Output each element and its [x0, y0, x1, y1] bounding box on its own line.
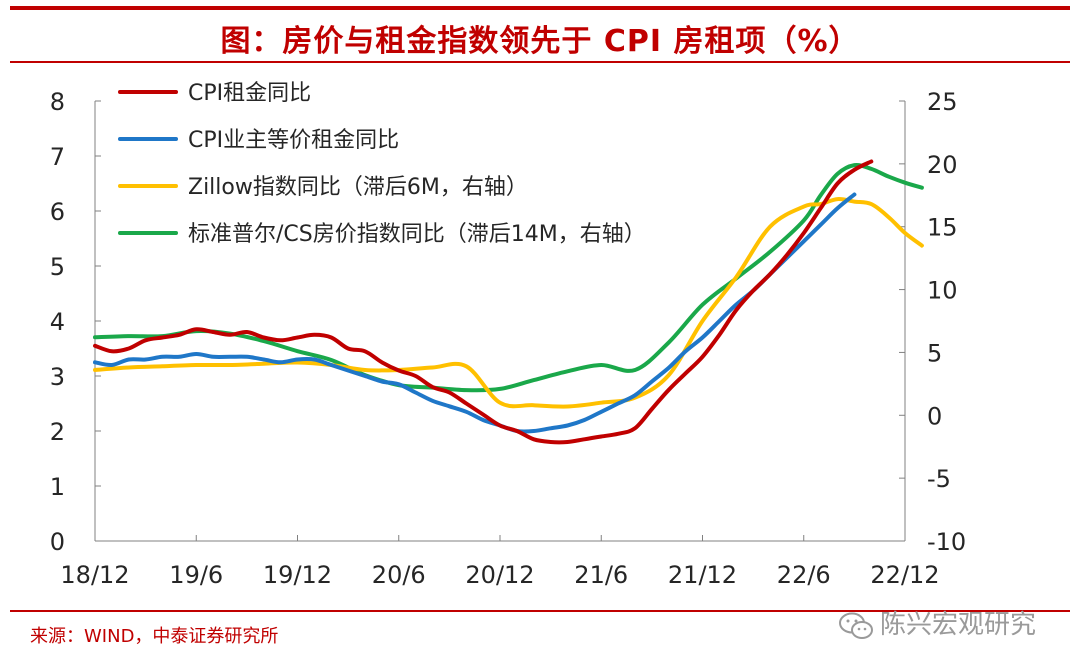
legend-label-1: CPI业主等价租金同比 [188, 128, 399, 153]
series-line-3 [93, 162, 924, 393]
right-tick-label: -5 [927, 465, 951, 493]
right-tick-label: 5 [927, 339, 942, 367]
x-tick-label: 20/6 [372, 561, 426, 589]
title-underline [10, 61, 1070, 63]
right-tick-label: -10 [927, 528, 966, 556]
x-tick-label: 21/12 [668, 561, 737, 589]
x-tick-label: 21/6 [574, 561, 628, 589]
chart-title: 图：房价与租金指数领先于 CPI 房租项（%） [220, 24, 860, 59]
watermark-label: 陈兴宏观研究 [880, 610, 1037, 640]
left-tick-label: 3 [50, 363, 65, 391]
left-tick-label: 6 [50, 198, 65, 226]
right-tick-label: 20 [927, 151, 958, 179]
wechat-icon [839, 612, 873, 639]
left-tick-label: 8 [50, 88, 65, 116]
left-tick-label: 5 [50, 253, 65, 281]
left-tick-label: 7 [50, 143, 65, 171]
top-rule [10, 6, 1070, 10]
x-tick-label: 18/12 [60, 561, 129, 589]
left-tick-label: 2 [50, 418, 65, 446]
legend: CPI租金同比 CPI业主等价租金同比 Zillow指数同比（滞后6M，右轴） 标准普… [118, 81, 646, 247]
line-chart: 0 1 2 3 4 5 6 7 8 -10 -5 0 5 10 15 20 25 18/12 19/6 19/12 20… [50, 81, 966, 589]
right-tick-label: 25 [927, 88, 958, 116]
bottom-rule [10, 610, 1070, 612]
x-tick-label: 19/6 [169, 561, 223, 589]
series-line-1 [93, 192, 857, 434]
right-tick-label: 0 [927, 402, 942, 430]
legend-label-2: Zillow指数同比（滞后6M，右轴） [188, 175, 528, 200]
left-tick-label: 0 [50, 528, 65, 556]
x-tick-label: 22/6 [777, 561, 831, 589]
x-tick-label: 20/12 [465, 561, 534, 589]
legend-label-3: 标准普尔/CS房价指数同比（滞后14M，右轴） [188, 222, 646, 247]
left-tick-label: 1 [50, 473, 65, 501]
left-tick-label: 4 [50, 308, 65, 336]
legend-label-0: CPI租金同比 [188, 81, 311, 106]
right-tick-label: 10 [927, 277, 958, 305]
right-tick-label: 15 [927, 214, 958, 242]
source-note: 来源：WIND，中泰证券研究所 [30, 626, 279, 647]
chart-lines [93, 159, 924, 445]
chart-axes: 0 1 2 3 4 5 6 7 8 -10 -5 0 5 10 15 20 25 18/12 19/6 19/12 20… [50, 88, 966, 589]
x-tick-label: 19/12 [263, 561, 332, 589]
series-line-2 [93, 197, 924, 409]
x-tick-label: 22/12 [870, 561, 939, 589]
watermark: 陈兴宏观研究 [838, 604, 1036, 641]
series-line-0 [93, 159, 874, 445]
